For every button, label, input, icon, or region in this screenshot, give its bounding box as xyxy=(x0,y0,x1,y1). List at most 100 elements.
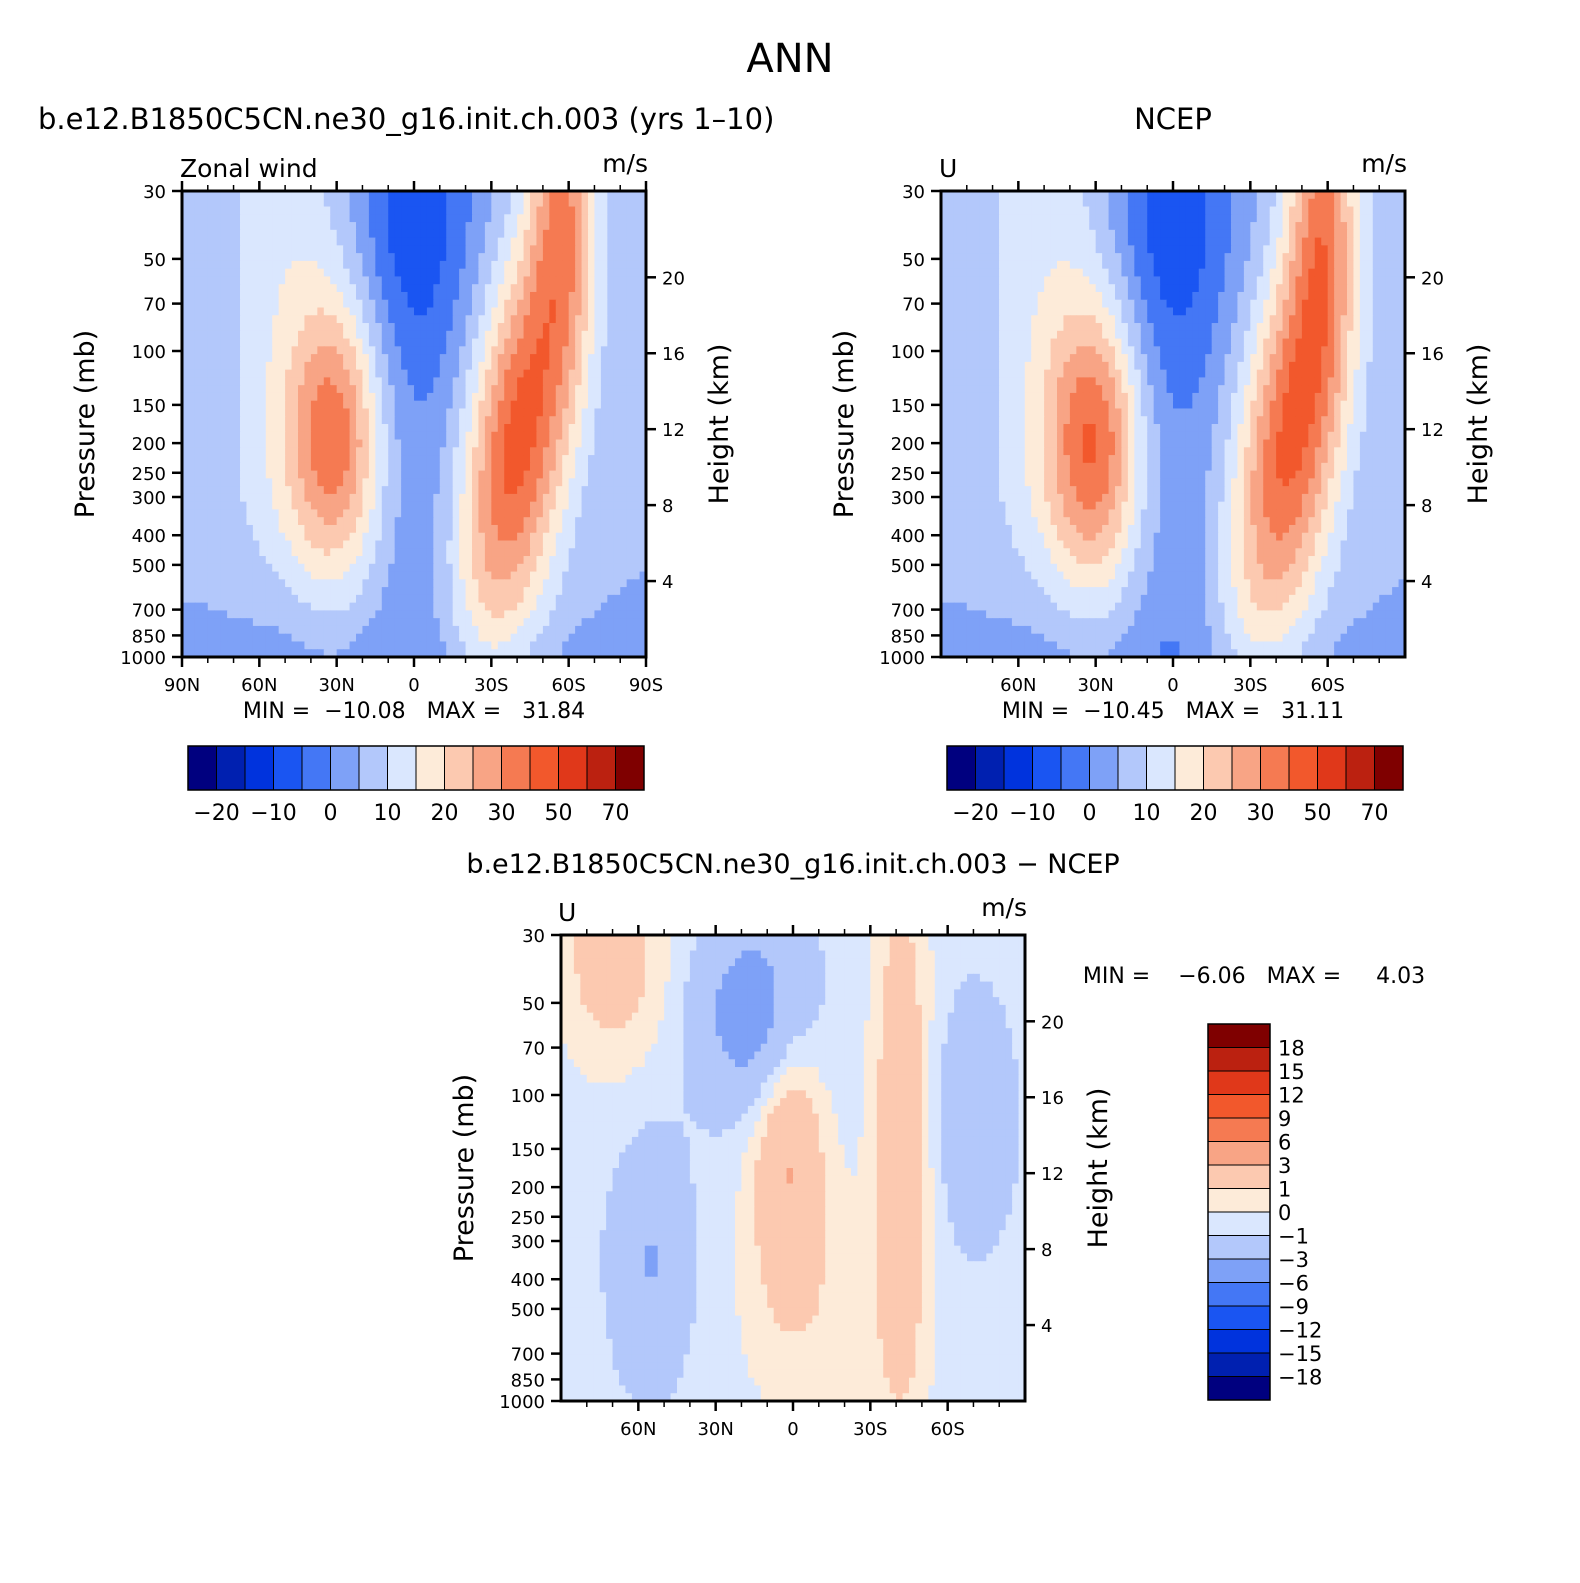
contour-cell xyxy=(613,517,621,526)
contour-cell xyxy=(459,431,467,441)
obs-units: m/s xyxy=(1361,149,1407,178)
contour-cell xyxy=(549,548,557,557)
contour-cell xyxy=(356,268,364,278)
contour-cell xyxy=(362,563,370,573)
contour-cell xyxy=(356,478,364,487)
contour-cell xyxy=(523,641,531,650)
contour-cell xyxy=(246,377,254,386)
contour-cell xyxy=(986,245,994,254)
contour-cell xyxy=(600,556,608,565)
contour-cell xyxy=(201,260,209,270)
contour-cell xyxy=(194,618,202,627)
contour-cell xyxy=(420,540,428,549)
contour-cell xyxy=(626,478,634,487)
contour-cell xyxy=(549,431,557,441)
contour-cell xyxy=(188,424,196,433)
contour-cell xyxy=(310,462,318,472)
contour-cell xyxy=(272,641,280,650)
contour-cell xyxy=(420,198,428,208)
contour-cell xyxy=(278,260,286,270)
contour-cell xyxy=(304,587,312,596)
contour-cell xyxy=(536,369,544,378)
contour-cell xyxy=(227,260,235,270)
contour-cell xyxy=(252,323,260,332)
contour-cell xyxy=(941,214,949,223)
contour-cell xyxy=(188,439,196,448)
contour-cell xyxy=(246,276,254,285)
contour-cell xyxy=(504,556,512,565)
contour-cell xyxy=(214,563,222,573)
contour-cell xyxy=(265,245,273,254)
contour-cell xyxy=(478,524,486,534)
contour-cell xyxy=(349,509,357,518)
contour-cell xyxy=(201,431,209,441)
contour-cell xyxy=(227,478,235,487)
contour-cell xyxy=(478,299,486,309)
contour-cell xyxy=(581,633,589,643)
contour-cell xyxy=(1185,229,1193,239)
contour-cell xyxy=(285,245,293,254)
contour-cell xyxy=(394,641,402,650)
contour-cell xyxy=(562,462,570,472)
contour-cell xyxy=(568,447,576,456)
contour-cell xyxy=(298,424,306,433)
contour-cell xyxy=(356,548,364,557)
contour-cell xyxy=(452,206,460,215)
contour-cell xyxy=(304,501,312,511)
contour-cell xyxy=(194,291,202,301)
contour-cell xyxy=(562,385,570,394)
contour-cell xyxy=(472,455,480,464)
contour-cell xyxy=(626,369,634,378)
contour-cell xyxy=(233,618,241,627)
contour-cell xyxy=(278,354,286,363)
contour-cell xyxy=(549,315,557,324)
contour-cell xyxy=(420,641,428,650)
contour-cell xyxy=(220,392,228,402)
contour-cell xyxy=(575,392,583,402)
contour-cell xyxy=(1301,191,1309,200)
contour-cell xyxy=(465,206,473,215)
contour-cell xyxy=(420,493,428,503)
contour-cell xyxy=(446,486,454,495)
contour-cell xyxy=(349,229,357,239)
contour-cell xyxy=(568,618,576,627)
contour-cell xyxy=(278,563,286,573)
contour-cell xyxy=(491,633,499,643)
contour-cell xyxy=(252,408,260,417)
contour-cell xyxy=(484,579,492,588)
contour-cell xyxy=(555,260,563,270)
contour-cell xyxy=(465,594,473,604)
contour-cell xyxy=(252,284,260,293)
contour-cell xyxy=(1289,206,1297,215)
contour-cell xyxy=(607,470,615,479)
contour-cell xyxy=(330,206,338,215)
contour-cell xyxy=(368,486,376,495)
contour-cell xyxy=(259,563,267,573)
contour-cell xyxy=(620,548,628,557)
contour-cell xyxy=(555,315,563,324)
contour-cell xyxy=(368,517,376,526)
contour-cell xyxy=(1089,198,1097,208)
contour-cell xyxy=(633,253,641,262)
contour-cell xyxy=(182,260,190,270)
contour-cell xyxy=(414,486,422,495)
contour-cell xyxy=(530,377,538,386)
contour-cell xyxy=(285,315,293,324)
contour-cell xyxy=(227,307,235,316)
contour-cell xyxy=(459,268,467,278)
contour-cell xyxy=(368,377,376,386)
contour-cell xyxy=(433,625,441,635)
contour-cell xyxy=(530,206,538,215)
contour-cell xyxy=(1314,198,1322,208)
contour-cell xyxy=(298,268,306,278)
contour-cell xyxy=(549,354,557,363)
contour-cell xyxy=(530,268,538,278)
contour-cell xyxy=(227,594,235,604)
contour-cell xyxy=(246,392,254,402)
contour-cell xyxy=(330,260,338,270)
contour-cell xyxy=(220,540,228,549)
contour-cell xyxy=(1057,206,1065,215)
contour-cell xyxy=(388,346,396,355)
contour-cell xyxy=(1076,229,1084,239)
contour-cell xyxy=(227,330,235,340)
